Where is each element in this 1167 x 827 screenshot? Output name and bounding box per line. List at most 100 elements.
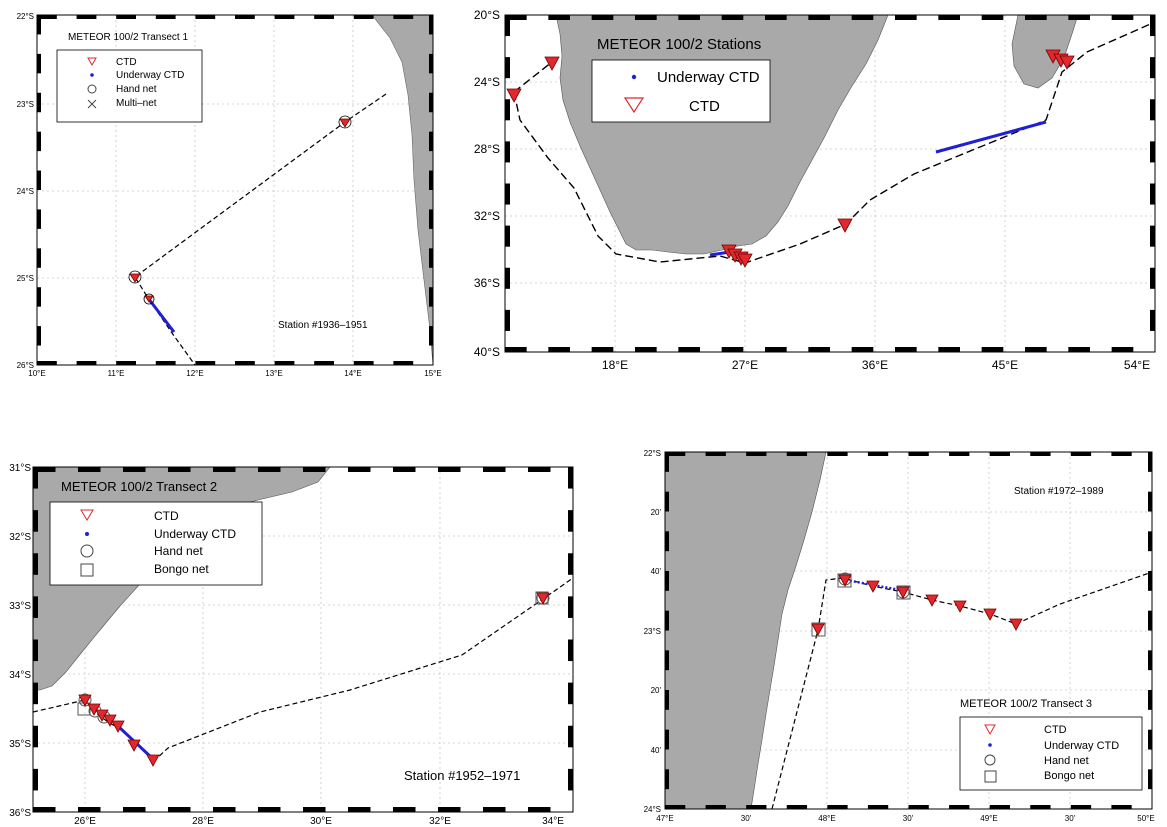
frame-bar bbox=[1148, 452, 1152, 472]
frame-bar bbox=[37, 53, 41, 74]
frame-bar bbox=[1030, 805, 1051, 809]
svg-text:22°S: 22°S bbox=[17, 12, 34, 21]
frame-bar bbox=[665, 531, 669, 552]
frame-bar bbox=[568, 467, 573, 489]
frame-bar bbox=[1030, 452, 1051, 456]
frame-bar bbox=[635, 347, 657, 352]
frame-bar bbox=[938, 347, 960, 352]
frame-bar bbox=[37, 15, 57, 19]
svg-text:34°S: 34°S bbox=[9, 670, 31, 681]
frame-bar bbox=[505, 183, 510, 205]
legend-label-hand-net: Hand net bbox=[1044, 755, 1089, 767]
legend-label-bongo-net: Bongo net bbox=[154, 562, 209, 576]
svg-text:28°S: 28°S bbox=[474, 142, 500, 156]
frame-bar bbox=[213, 807, 236, 812]
frame-bar bbox=[33, 807, 56, 812]
frame-bar bbox=[438, 807, 461, 812]
frame-bar bbox=[505, 267, 510, 289]
frame-bar bbox=[665, 690, 669, 710]
frame-bar bbox=[1148, 690, 1152, 710]
frame-bar bbox=[895, 15, 917, 20]
frame-bar bbox=[705, 452, 726, 456]
frame-bar bbox=[678, 347, 700, 352]
frame-bar bbox=[429, 170, 433, 190]
svg-text:24°S: 24°S bbox=[644, 805, 661, 814]
frame-bar bbox=[591, 347, 614, 352]
frame-bar bbox=[665, 769, 669, 790]
svg-text:24°S: 24°S bbox=[474, 75, 500, 89]
frame-bar bbox=[1068, 347, 1090, 352]
frame-bar bbox=[1150, 141, 1155, 163]
frame-bar bbox=[33, 467, 56, 472]
frame-bar bbox=[33, 596, 38, 618]
frame-bar bbox=[505, 15, 510, 37]
frame-bar bbox=[851, 15, 874, 20]
frame-bar bbox=[116, 361, 136, 365]
svg-text:26°S: 26°S bbox=[17, 361, 34, 370]
svg-text:20°S: 20°S bbox=[474, 8, 500, 22]
svg-text:54°E: 54°E bbox=[1124, 358, 1150, 372]
frame-bar bbox=[33, 768, 38, 791]
frame-bar bbox=[353, 15, 374, 19]
frame-bar bbox=[37, 248, 41, 268]
frame-bar bbox=[808, 347, 830, 352]
frame-bar bbox=[528, 807, 551, 812]
frame-bar bbox=[429, 15, 433, 35]
frame-bar bbox=[938, 15, 960, 20]
frame-bar bbox=[1111, 347, 1134, 352]
ctd-station-markers bbox=[506, 49, 1075, 268]
svg-text:30': 30' bbox=[903, 814, 914, 823]
latitude-tick-labels: 22°S 23°S 24°S 25°S 26°S bbox=[17, 12, 34, 370]
legend-label-multi-net: Multi–net bbox=[116, 98, 157, 109]
legend-bongo-net-symbol bbox=[984, 770, 997, 783]
frame-bar bbox=[123, 467, 146, 472]
frame-bar bbox=[1150, 15, 1155, 37]
frame-bar bbox=[1148, 769, 1152, 790]
frame-bar bbox=[116, 15, 136, 19]
frame-bar bbox=[213, 467, 236, 472]
ctd-station-markers bbox=[78, 592, 550, 767]
frame-bar bbox=[827, 805, 848, 809]
frame-bar bbox=[429, 92, 433, 113]
frame-bar bbox=[33, 725, 38, 748]
svg-text:48°E: 48°E bbox=[818, 814, 835, 823]
svg-text:15°E: 15°E bbox=[424, 369, 441, 378]
legend-underway-symbol bbox=[988, 743, 992, 747]
frame-bar bbox=[348, 467, 371, 472]
ctd-station-markers bbox=[811, 574, 1023, 636]
frame-bar bbox=[949, 805, 970, 809]
frame-bar bbox=[274, 361, 295, 365]
frame-bar bbox=[665, 805, 686, 809]
frame-bar bbox=[665, 452, 686, 456]
frame-bar bbox=[505, 347, 527, 352]
frame-bar bbox=[33, 467, 38, 489]
frame-bar bbox=[568, 510, 573, 532]
svg-text:22°S: 22°S bbox=[644, 449, 661, 458]
frame-bar bbox=[37, 131, 41, 152]
frame-bar bbox=[1070, 805, 1092, 809]
svg-text:35°S: 35°S bbox=[9, 739, 31, 750]
svg-text:34°E: 34°E bbox=[542, 816, 564, 827]
legend-label-underway: Underway CTD bbox=[154, 527, 236, 541]
underway-ctd-segment bbox=[935, 120, 1047, 154]
svg-text:40': 40' bbox=[651, 567, 662, 576]
frame-bar bbox=[867, 805, 889, 809]
latitude-tick-labels: 20°S 24°S 28°S 32°S 36°S 40°S bbox=[474, 8, 500, 359]
frame-bar bbox=[195, 361, 216, 365]
longitude-tick-labels: 26°E 28°E 30°E 32°E 34°E bbox=[74, 816, 564, 827]
legend-ctd-symbol bbox=[80, 509, 94, 521]
frame-bar bbox=[1150, 57, 1155, 79]
svg-text:32°S: 32°S bbox=[474, 209, 500, 223]
frame-bar bbox=[1150, 99, 1155, 121]
frame-bar bbox=[505, 57, 510, 79]
grid-lines bbox=[33, 467, 573, 812]
legend-bongo-net-symbol bbox=[80, 563, 94, 577]
land-africa bbox=[371, 15, 433, 365]
legend-label-ctd: CTD bbox=[1044, 724, 1067, 736]
svg-text:49°E: 49°E bbox=[980, 814, 997, 823]
frame-bar bbox=[505, 225, 510, 247]
frame-bar bbox=[33, 510, 38, 532]
panel-title: METEOR 100/2 Transect 2 bbox=[61, 479, 217, 494]
svg-text:23°S: 23°S bbox=[17, 100, 34, 109]
frame-bar bbox=[33, 553, 38, 575]
